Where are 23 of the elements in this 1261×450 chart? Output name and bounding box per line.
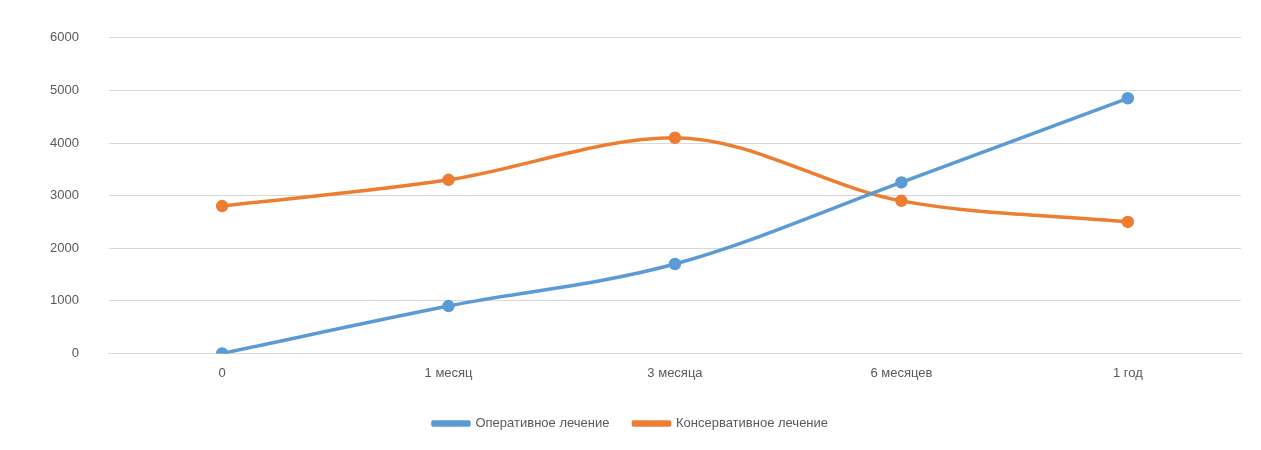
- x-tick-label: 1 год: [1112, 364, 1144, 380]
- x-tick-label: 1 месяц: [424, 364, 474, 380]
- y-tick-label: 2000: [50, 239, 79, 255]
- x-tick-label: 3 месяца: [647, 364, 704, 380]
- legend-label: Консервативное лечение: [675, 415, 829, 431]
- y-tick-label: 3000: [50, 187, 79, 203]
- point: [1121, 92, 1135, 105]
- legend-label: Оперативное лечение: [475, 415, 610, 431]
- y-tick-label: 6000: [50, 29, 79, 45]
- x-tick-label: 0: [218, 364, 226, 380]
- point: [895, 194, 908, 208]
- y-tick-label: 1000: [50, 292, 79, 308]
- point: [215, 199, 229, 213]
- point: [442, 173, 455, 187]
- y-tick-label: 0: [71, 344, 79, 360]
- y-tick-label: 5000: [50, 81, 79, 97]
- point: [668, 131, 682, 144]
- x-tick-label: 6 месяцев: [870, 364, 933, 380]
- point: [1121, 215, 1135, 229]
- point: [442, 299, 455, 313]
- point: [668, 257, 682, 271]
- y-tick-label: 4000: [50, 134, 79, 150]
- point: [895, 176, 908, 189]
